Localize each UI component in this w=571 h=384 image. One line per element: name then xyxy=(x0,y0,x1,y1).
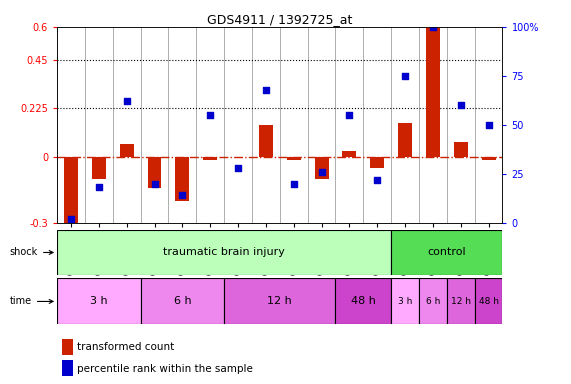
Text: shock: shock xyxy=(10,247,53,258)
Point xyxy=(317,169,326,175)
Bar xyxy=(120,144,134,157)
Point xyxy=(345,112,354,118)
Point xyxy=(456,102,465,108)
Text: traumatic brain injury: traumatic brain injury xyxy=(163,247,285,258)
Text: 3 h: 3 h xyxy=(398,297,412,306)
Point xyxy=(373,177,382,183)
Text: 6 h: 6 h xyxy=(426,297,440,306)
Bar xyxy=(62,360,73,376)
Point xyxy=(400,73,409,79)
Title: GDS4911 / 1392725_at: GDS4911 / 1392725_at xyxy=(207,13,352,26)
Point xyxy=(262,86,271,93)
Point xyxy=(234,165,243,171)
Text: 3 h: 3 h xyxy=(90,296,108,306)
Bar xyxy=(62,339,73,355)
Point xyxy=(206,112,215,118)
Bar xyxy=(175,157,190,201)
Text: 12 h: 12 h xyxy=(451,297,471,306)
Text: control: control xyxy=(428,247,466,258)
Point xyxy=(178,192,187,199)
Bar xyxy=(391,278,419,324)
Bar xyxy=(475,278,502,324)
Text: transformed count: transformed count xyxy=(77,342,174,352)
Bar xyxy=(203,157,217,160)
Bar xyxy=(335,278,391,324)
Point xyxy=(66,216,75,222)
Text: 48 h: 48 h xyxy=(351,296,376,306)
Bar xyxy=(259,125,273,157)
Bar xyxy=(224,278,335,324)
Bar xyxy=(481,157,496,160)
Text: time: time xyxy=(10,296,53,306)
Bar xyxy=(287,157,301,160)
Bar xyxy=(419,278,447,324)
Point xyxy=(94,184,103,190)
Bar xyxy=(64,157,78,227)
Bar xyxy=(454,142,468,157)
Bar xyxy=(426,27,440,157)
Text: percentile rank within the sample: percentile rank within the sample xyxy=(77,364,253,374)
Bar xyxy=(398,122,412,157)
Bar xyxy=(140,278,224,324)
Bar xyxy=(147,157,162,188)
Bar xyxy=(57,230,391,275)
Bar xyxy=(343,151,356,157)
Point xyxy=(150,180,159,187)
Bar xyxy=(57,278,140,324)
Text: 48 h: 48 h xyxy=(478,297,498,306)
Bar xyxy=(370,157,384,168)
Text: 6 h: 6 h xyxy=(174,296,191,306)
Bar xyxy=(315,157,328,179)
Bar xyxy=(391,230,502,275)
Point xyxy=(289,180,298,187)
Point xyxy=(484,122,493,128)
Bar xyxy=(92,157,106,179)
Bar xyxy=(447,278,475,324)
Text: 12 h: 12 h xyxy=(267,296,292,306)
Point xyxy=(428,24,437,30)
Point xyxy=(122,98,131,104)
